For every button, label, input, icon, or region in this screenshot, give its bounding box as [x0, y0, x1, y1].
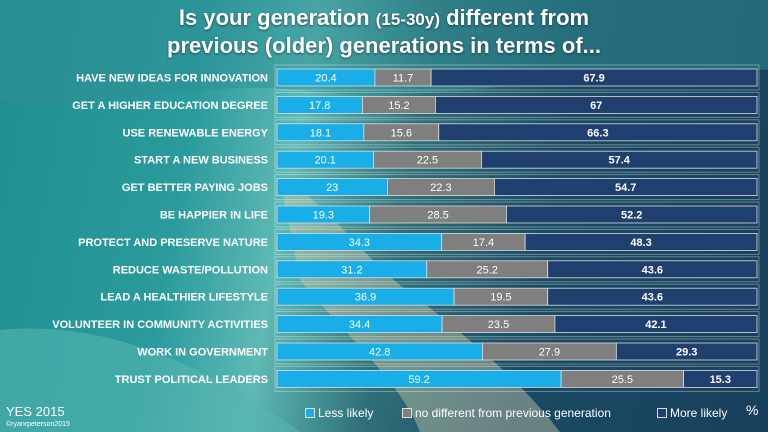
category-label: GET BETTER PAYING JOBS	[122, 182, 268, 194]
chart-title-line1: Is your generation (15-30y) different fr…	[0, 5, 768, 31]
unit-label: %	[746, 402, 759, 418]
legend-item-more: More likely	[657, 406, 727, 420]
data-label: 42.1	[645, 319, 666, 331]
data-label: 23.5	[488, 319, 509, 331]
data-label: 15.3	[710, 374, 731, 386]
row-frame	[274, 119, 760, 146]
row-frame	[274, 228, 760, 255]
bar-segment	[494, 178, 758, 197]
data-label: 67	[590, 100, 602, 112]
category-label: BE HAPPIER IN LIFE	[160, 210, 268, 222]
data-label: 20.1	[315, 155, 336, 167]
category-label: REDUCE WASTE/POLLUTION	[113, 264, 268, 276]
data-label: 17.8	[309, 100, 330, 112]
data-label: 48.3	[630, 237, 651, 249]
data-label: 52.2	[621, 210, 642, 222]
bar-segment	[434, 96, 758, 114]
data-label: 34.3	[349, 237, 370, 249]
credit-label: ©ryanrpeterson2015	[6, 421, 70, 428]
legend-label: no different from previous generation	[415, 406, 611, 420]
bar-segment	[615, 342, 758, 361]
legend-item-same: no different from previous generation	[402, 406, 611, 420]
category-label: HAVE NEW IDEAS FOR INNOVATION	[76, 73, 268, 85]
bar-segment	[547, 287, 758, 306]
bar-segment	[554, 315, 758, 334]
data-label: 34.4	[349, 319, 370, 331]
row-frame	[274, 64, 760, 91]
category-label: LEAD A HEALTHIER LIFESTYLE	[100, 292, 268, 304]
row-frame	[274, 91, 760, 118]
data-label: 17.4	[473, 237, 494, 249]
row-frame	[274, 338, 760, 365]
category-label: USE RENEWABLE ENERGY	[123, 127, 269, 139]
legend-swatch-more	[657, 408, 667, 418]
data-label: 23	[326, 182, 338, 194]
data-label: 20.4	[315, 73, 336, 85]
data-label: 66.3	[587, 127, 608, 139]
data-label: 59.2	[408, 374, 429, 386]
data-label: 31.2	[341, 264, 362, 276]
data-label: 28.5	[427, 210, 448, 222]
bar-segment	[547, 260, 758, 279]
bar-segment	[524, 232, 758, 251]
data-label: 27.9	[539, 347, 560, 359]
bar-segment	[683, 369, 758, 388]
legend-swatch-same	[402, 408, 412, 418]
category-label: WORK IN GOVERNMENT	[137, 347, 268, 359]
data-label: 22.3	[430, 182, 451, 194]
data-label: 19.3	[313, 210, 334, 222]
data-label: 19.5	[490, 292, 511, 304]
title-text: different from	[439, 5, 590, 30]
data-label: 25.2	[477, 264, 498, 276]
category-label: TRUST POLITICAL LEADERS	[115, 374, 268, 386]
data-label: 57.4	[609, 155, 631, 167]
category-label: VOLUNTEER IN COMMUNITY ACTIVITIES	[52, 319, 268, 331]
title-age-range: (15-30y)	[375, 10, 440, 29]
bar-segment	[430, 68, 758, 87]
chart-title-line2: previous (older) generations in terms of…	[167, 33, 601, 58]
row-frame	[274, 201, 760, 228]
legend-swatch-less	[305, 408, 315, 418]
data-label: 18.1	[310, 127, 331, 139]
data-label: 42.8	[369, 347, 390, 359]
title-text: Is your generation	[178, 5, 376, 30]
data-label: 67.9	[583, 73, 604, 85]
legend-label: More likely	[670, 406, 728, 420]
row-frame	[274, 256, 760, 283]
data-label: 15.6	[391, 127, 412, 139]
legend-label: Less likely	[318, 406, 374, 420]
category-label: START A NEW BUSINESS	[134, 155, 268, 167]
data-label: 36.9	[355, 292, 376, 304]
row-frame	[274, 146, 760, 173]
data-label: 11.7	[393, 73, 414, 85]
bar-segment	[438, 123, 758, 142]
row-frame	[274, 311, 760, 338]
bar-segment	[506, 205, 758, 224]
data-label: 29.3	[676, 347, 697, 359]
category-label: GET A HIGHER EDUCATION DEGREE	[72, 100, 268, 112]
row-frame	[274, 283, 760, 310]
row-frame	[274, 365, 760, 392]
data-label: 54.7	[615, 182, 636, 194]
data-label: 22.5	[417, 155, 438, 167]
data-label: 15.2	[388, 100, 409, 112]
data-label: 25.5	[612, 374, 633, 386]
bar-segment	[481, 150, 758, 169]
legend-item-less: Less likely	[305, 406, 373, 420]
source-label: YES 2015	[6, 404, 65, 419]
data-label: 43.6	[642, 292, 663, 304]
data-label: 43.6	[642, 264, 663, 276]
category-label: PROTECT AND PRESERVE NATURE	[78, 237, 268, 249]
row-frame	[274, 174, 760, 201]
